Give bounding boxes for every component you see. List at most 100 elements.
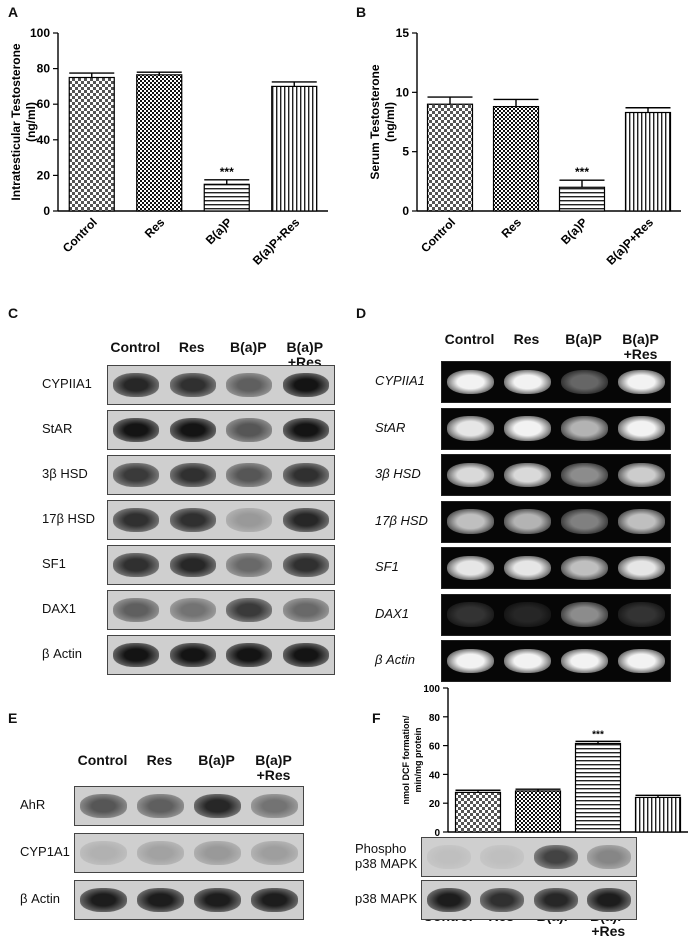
blot-band	[282, 373, 329, 397]
blot-strip	[107, 500, 335, 540]
blot-band	[226, 643, 273, 667]
gel-strip	[441, 361, 671, 403]
blot-band	[80, 794, 127, 818]
gel-band	[447, 369, 494, 395]
western-blot-e: Control Res B(a)P B(a)P +Res AhR CYP1A1 β Acti…	[0, 720, 345, 920]
row-label: SF1	[42, 556, 66, 571]
bar	[454, 791, 502, 833]
y-axis-label: Intratesticular Testosterone	[9, 43, 23, 200]
y-axis-label: (ng/ml)	[24, 102, 38, 142]
y-tick-label: 60	[429, 742, 441, 753]
gel-strip	[441, 407, 671, 450]
y-tick-label: 0	[434, 828, 440, 838]
row-label: 17β HSD	[42, 511, 95, 526]
blot-band	[533, 888, 578, 912]
gel-band	[504, 369, 551, 395]
blot-band	[113, 463, 160, 487]
gel-band	[618, 555, 665, 581]
x-tick-label: Control	[60, 215, 100, 255]
y-tick-label: 10	[396, 85, 410, 99]
lane-label: Control	[110, 339, 161, 355]
y-tick-label: 0	[43, 204, 50, 218]
bar	[426, 103, 474, 212]
blot-band	[480, 888, 525, 912]
gel-band	[618, 462, 665, 488]
row-label: p38 MAPK	[355, 891, 418, 906]
y-axis-label: (ng/ml)	[383, 102, 397, 142]
blot-band	[113, 553, 160, 577]
y-tick-label: 40	[37, 133, 51, 147]
row-label: 3β HSD	[375, 466, 421, 481]
blot-band	[282, 553, 329, 577]
row-label: StAR	[42, 421, 73, 436]
bar	[492, 105, 540, 212]
gel-strip	[441, 593, 671, 636]
blot-band	[113, 643, 160, 667]
gel-band	[447, 416, 494, 441]
lane-label: Control	[77, 752, 128, 768]
blot-band	[113, 373, 160, 397]
blot-band	[226, 463, 273, 487]
blot-band	[282, 598, 329, 622]
gel-band	[618, 369, 665, 395]
blot-strip	[107, 590, 335, 630]
gel-band	[447, 462, 494, 488]
panel-letter-b: B	[356, 4, 367, 20]
blot-band	[169, 553, 216, 577]
y-axis-label: Serum Testosterone	[368, 64, 382, 179]
row-label: β Actin	[42, 646, 82, 661]
lane-label: Res	[178, 339, 205, 355]
gel-band	[618, 648, 665, 674]
bar	[558, 186, 606, 212]
blot-band	[194, 888, 241, 912]
blot-band	[113, 508, 160, 532]
lane-label: Res	[146, 752, 173, 768]
y-tick-label: 5	[402, 145, 409, 159]
x-tick-label: Res	[499, 215, 525, 241]
bar	[634, 796, 682, 833]
gel-band	[561, 555, 608, 581]
lane-label: B(a)P	[565, 331, 602, 347]
lane-label: Res	[513, 331, 540, 347]
bar	[136, 74, 183, 212]
gel-band	[561, 602, 608, 627]
blot-band	[80, 841, 127, 865]
panel-letter-e: E	[8, 710, 18, 726]
blot-band	[480, 845, 525, 869]
y-tick-label: 80	[37, 62, 51, 76]
blot-band	[80, 888, 127, 912]
row-label: CYP1A1	[20, 844, 70, 859]
blot-strip	[107, 365, 335, 405]
blot-strip	[107, 410, 335, 450]
blot-band	[169, 598, 216, 622]
gel-band	[561, 369, 608, 395]
gel-strip	[441, 500, 671, 543]
lane-label: Control	[444, 331, 495, 347]
significance-label: ***	[220, 165, 234, 179]
gel-band	[618, 509, 665, 534]
x-tick-label: B(a)P+Res	[604, 215, 657, 268]
row-label: CYPIIA1	[42, 376, 92, 391]
blot-strip	[107, 455, 335, 495]
row-label: β Actin	[375, 652, 415, 667]
blot-band	[251, 794, 298, 818]
gel-band	[504, 602, 551, 627]
blot-band	[226, 373, 273, 397]
bar	[624, 111, 672, 212]
blot-strip	[74, 833, 304, 873]
y-tick-label: 20	[429, 799, 441, 810]
gel-band	[561, 416, 608, 441]
gel-band	[504, 509, 551, 534]
lane-label: B(a)P	[229, 339, 267, 355]
y-tick-label: 80	[429, 713, 441, 724]
y-tick-label: 100	[423, 684, 440, 695]
lane-label: B(a)P +Res	[255, 752, 292, 783]
y-tick-label: 100	[30, 26, 50, 40]
blot-band	[251, 841, 298, 865]
blot-band	[587, 845, 632, 869]
blot-strip	[107, 545, 335, 585]
blot-strip	[421, 837, 637, 877]
blot-strip	[74, 880, 304, 920]
gel-strip	[441, 640, 671, 682]
